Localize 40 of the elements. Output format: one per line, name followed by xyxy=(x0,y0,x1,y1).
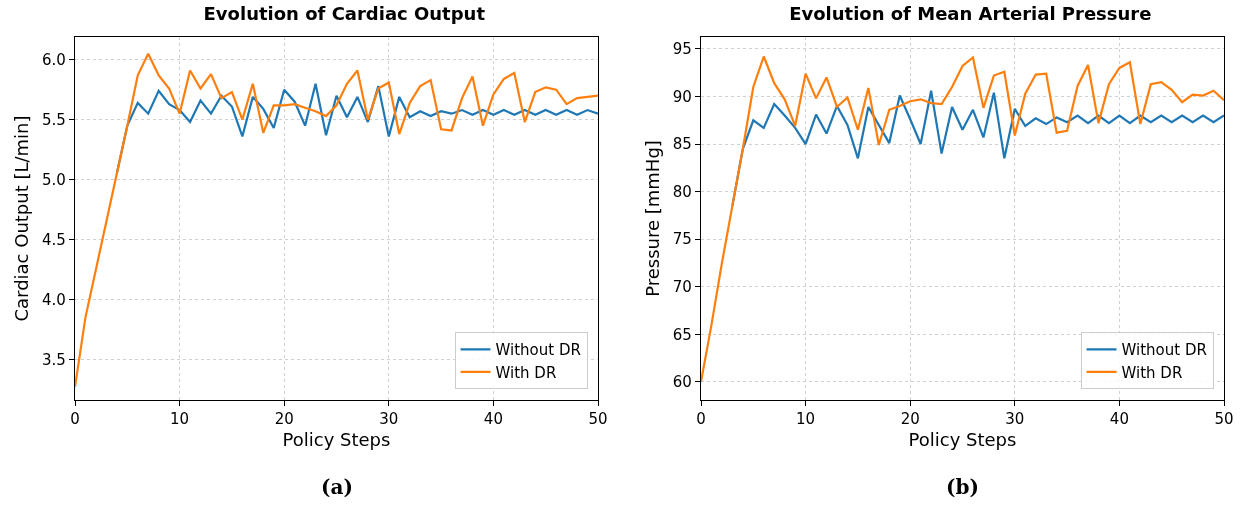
x-tick-label: 0 xyxy=(696,410,706,429)
x-axis-title: Policy Steps xyxy=(908,429,1017,451)
y-tick-label: 70 xyxy=(672,278,692,297)
y-tick-label: 4.0 xyxy=(42,290,66,309)
y-axis-title: Cardiac Output [L/min] xyxy=(11,115,33,322)
y-tick-label: 90 xyxy=(672,87,692,106)
x-axis-title: Policy Steps xyxy=(282,429,391,451)
y-axis-title: Pressure [mmHg] xyxy=(642,140,664,297)
y-tick-label: 3.5 xyxy=(42,350,66,369)
text: (a) xyxy=(321,475,353,499)
legend-label: With DR xyxy=(1121,363,1183,382)
x-tick-label: 40 xyxy=(483,410,503,429)
y-tick-label: 60 xyxy=(672,373,692,392)
x-tick-label: 10 xyxy=(796,410,816,429)
y-tick-label: 80 xyxy=(672,182,692,201)
line-series xyxy=(701,55,1224,384)
y-tick-label: 4.5 xyxy=(42,230,66,249)
x-tick-label: 10 xyxy=(170,410,190,429)
x-tick-label: 30 xyxy=(1005,410,1025,429)
y-tick-label: 85 xyxy=(672,135,692,154)
legend-label: Without DR xyxy=(495,341,581,360)
y-tick-label: 65 xyxy=(672,325,692,344)
legend-label: Without DR xyxy=(1121,341,1207,360)
line-series xyxy=(75,52,598,388)
legend-label: With DR xyxy=(495,363,557,382)
x-tick-label: 40 xyxy=(1109,410,1129,429)
x-tick-label: 50 xyxy=(588,410,608,429)
text: (b) xyxy=(946,475,979,499)
y-tick-label: 75 xyxy=(672,230,692,249)
y-tick-label: 5.5 xyxy=(42,110,66,129)
chart-title: Evolution of Cardiac Output xyxy=(203,3,486,25)
x-tick-label: 30 xyxy=(379,410,399,429)
x-tick-label: 50 xyxy=(1214,410,1234,429)
y-tick-label: 95 xyxy=(672,40,692,59)
chart-title: Evolution of Mean Arterial Pressure xyxy=(789,3,1152,25)
x-tick-label: 0 xyxy=(70,410,80,429)
x-tick-label: 20 xyxy=(274,410,294,429)
x-tick-label: 20 xyxy=(900,410,920,429)
y-tick-label: 5.0 xyxy=(42,170,66,189)
y-tick-label: 6.0 xyxy=(42,51,66,70)
